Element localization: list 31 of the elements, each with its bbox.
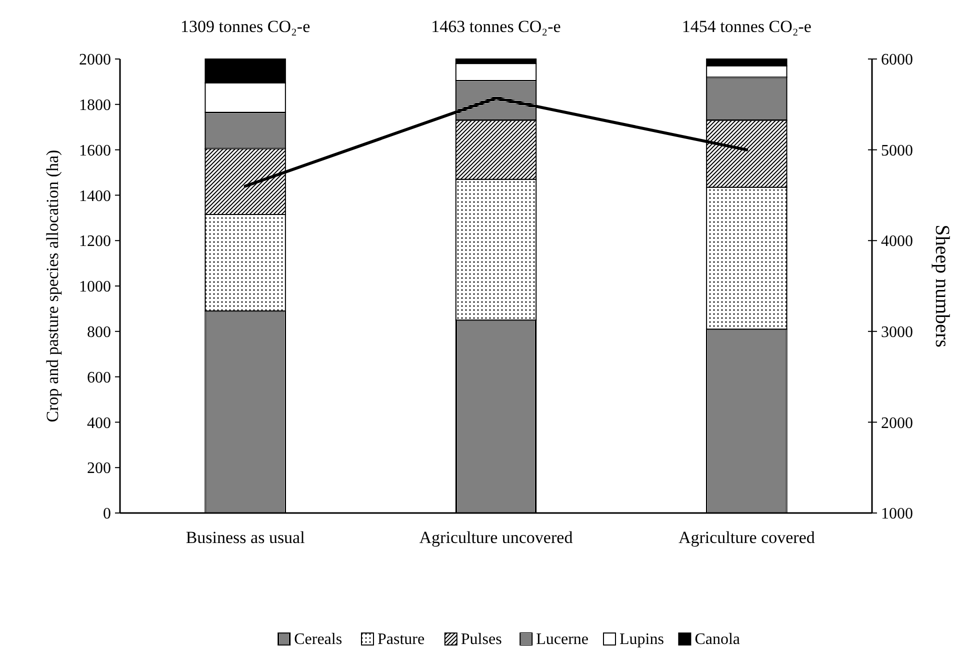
legend-label: Lupins [620, 631, 664, 648]
annotation: 1454 tonnes CO₂-e [682, 17, 812, 36]
y2-tick-label: 6000 [881, 52, 913, 69]
y-tick-label: 1000 [79, 278, 111, 296]
y-tick-label: 2000 [79, 52, 111, 69]
y-tick-label: 1400 [79, 188, 111, 205]
y-tick-label: 1800 [79, 97, 111, 114]
y2-tick-label: 4000 [881, 233, 913, 250]
y-tick-label: 400 [87, 414, 111, 432]
y2-tick-label: 2000 [881, 414, 913, 432]
x-tick-label: Business as usual [186, 528, 306, 547]
legend-label: Cereals [294, 631, 342, 648]
legend-label: Pulses [460, 631, 502, 648]
y-tick-label: 800 [87, 324, 111, 341]
y-tick-label: 1200 [79, 233, 111, 250]
y2-tick-label: 1000 [881, 506, 913, 523]
y2-axis-title: Sheep numbers [931, 224, 953, 348]
y-tick-label: 600 [87, 369, 111, 386]
x-tick-label: Agriculture uncovered [419, 528, 574, 547]
legend-label: Lucerne [536, 631, 589, 648]
legend-label: Canola [694, 631, 740, 648]
annotation: 1463 tonnes CO₂-e [431, 17, 561, 36]
y-axis-title: Crop and pasture species allocation (ha) [43, 150, 62, 422]
y-tick-label: 200 [87, 460, 111, 478]
annotation: 1309 tonnes CO₂-e [180, 17, 310, 36]
y2-tick-label: 3000 [881, 324, 913, 341]
y-tick-label: 1600 [79, 142, 111, 160]
y2-tick-label: 5000 [881, 142, 913, 160]
legend-label: Pasture [378, 631, 425, 648]
y-tick-label: 0 [103, 506, 111, 523]
x-tick-label: Agriculture covered [678, 528, 816, 547]
